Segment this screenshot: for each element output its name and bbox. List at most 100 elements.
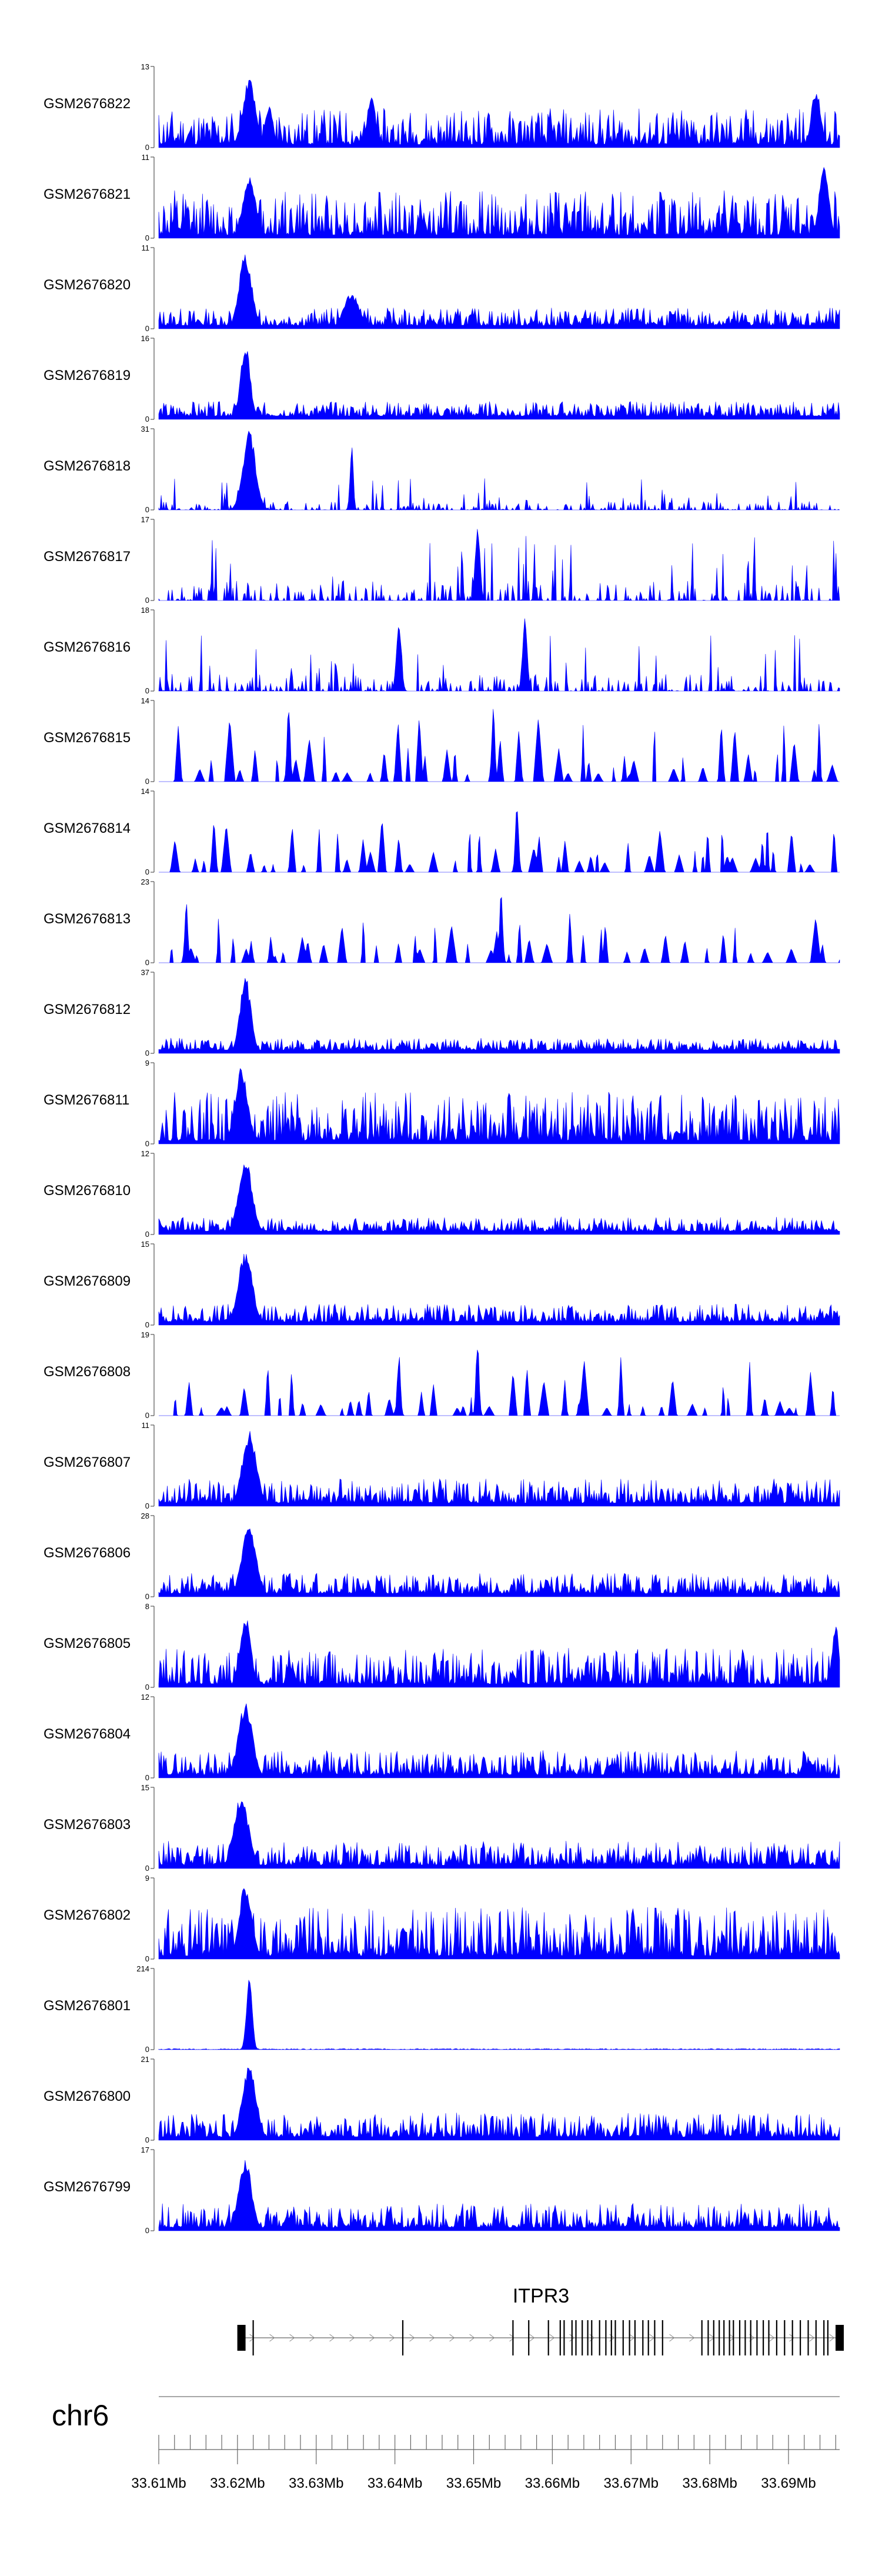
- exon: [547, 2320, 549, 2355]
- y-tick-label: 0: [145, 2226, 149, 2235]
- gene-track: ITPR3: [237, 2285, 844, 2355]
- y-tick-label: 0: [145, 596, 149, 605]
- coverage-tracks: GSM2676822130GSM2676821110GSM2676820110G…: [44, 62, 840, 2235]
- strand-arrow: [469, 2334, 475, 2342]
- coverage-track: GSM2676803 15 0: [44, 1783, 840, 1873]
- exon: [622, 2320, 624, 2355]
- track-name: GSM2676802: [44, 1907, 131, 1923]
- exon: [605, 2320, 607, 2355]
- exon: [402, 2320, 404, 2355]
- y-tick-label: 0: [145, 1954, 149, 1963]
- coverage-area: [158, 166, 840, 239]
- coverage-area: [158, 1620, 840, 1688]
- strand-arrow: [769, 2334, 775, 2342]
- x-tick-label: 33.68Mb: [682, 2475, 737, 2491]
- y-tick-label: 0: [145, 1230, 149, 1239]
- y-tick-label: 12: [141, 1149, 149, 1158]
- exon: [729, 2320, 730, 2355]
- coverage-track: GSM2676807 11 0: [44, 1421, 840, 1510]
- strand-arrow: [529, 2334, 535, 2342]
- exon: [571, 2320, 573, 2355]
- exon: [800, 2320, 801, 2355]
- exon: [768, 2320, 770, 2355]
- strand-arrow: [409, 2334, 415, 2342]
- y-tick-label: 0: [145, 777, 149, 786]
- y-tick-label: 0: [145, 505, 149, 514]
- y-tick-label: 11: [142, 153, 150, 162]
- track-name: GSM2676814: [44, 820, 131, 836]
- y-tick-label: 17: [141, 2145, 149, 2154]
- exon: [654, 2320, 656, 2355]
- coverage-track: GSM2676820 11 0: [44, 243, 840, 333]
- track-name: GSM2676799: [44, 2179, 131, 2195]
- x-tick-label: 33.69Mb: [761, 2475, 816, 2491]
- coverage-area: [158, 1068, 840, 1144]
- y-tick-label: 0: [145, 1592, 149, 1601]
- y-tick-label: 0: [145, 1411, 149, 1420]
- exon: [528, 2320, 530, 2355]
- strand-arrow: [729, 2334, 735, 2342]
- coverage-track: GSM2676802 9 0: [44, 1874, 840, 1963]
- exon: [512, 2320, 514, 2355]
- x-tick-label: 33.61Mb: [131, 2475, 186, 2491]
- coverage-area: [158, 1253, 840, 1326]
- strand-arrow: [569, 2334, 575, 2342]
- track-name: GSM2676821: [44, 186, 131, 202]
- coverage-area: [158, 79, 840, 148]
- track-name: GSM2676816: [44, 639, 131, 655]
- coverage-track: GSM2676809 15 0: [44, 1240, 840, 1329]
- exon: [756, 2320, 758, 2355]
- exon: [582, 2320, 583, 2355]
- exon: [707, 2320, 709, 2355]
- x-tick-label: 33.62Mb: [210, 2475, 265, 2491]
- y-tick-label: 0: [145, 1501, 149, 1510]
- y-tick-label: 19: [141, 1330, 149, 1339]
- exon: [763, 2320, 764, 2355]
- exon: [701, 2320, 703, 2355]
- y-tick-label: 37: [141, 968, 149, 977]
- track-name: GSM2676806: [44, 1545, 131, 1561]
- strand-arrow: [549, 2334, 555, 2342]
- y-tick-label: 0: [145, 233, 149, 242]
- exon: [723, 2320, 725, 2355]
- exon: [610, 2320, 612, 2355]
- y-tick-label: 11: [142, 1421, 150, 1430]
- track-name: GSM2676815: [44, 730, 131, 746]
- exon: [815, 2320, 817, 2355]
- track-name: GSM2676808: [44, 1364, 131, 1380]
- coverage-track: GSM2676806 28 0: [44, 1511, 840, 1601]
- track-name: GSM2676819: [44, 368, 131, 383]
- y-tick-label: 0: [145, 1683, 149, 1691]
- y-tick-label: 9: [145, 1059, 149, 1067]
- track-name: GSM2676818: [44, 458, 131, 474]
- track-name: GSM2676800: [44, 2088, 131, 2104]
- chromosome-label: chr6: [52, 2399, 109, 2432]
- strand-arrow: [629, 2334, 635, 2342]
- coverage-track: GSM2676811 9 0: [44, 1059, 840, 1148]
- y-tick-label: 0: [145, 867, 149, 876]
- coverage-area: [158, 254, 840, 329]
- exon: [733, 2320, 734, 2355]
- y-tick-label: 0: [145, 324, 149, 333]
- track-name: GSM2676807: [44, 1454, 131, 1470]
- coverage-area: [159, 811, 840, 873]
- coverage-track: GSM2676808 19 0: [44, 1330, 840, 1420]
- exon: [642, 2320, 644, 2355]
- y-tick-label: 13: [141, 62, 149, 71]
- y-tick-label: 31: [141, 425, 149, 433]
- strand-arrow: [249, 2334, 255, 2342]
- exon: [614, 2320, 616, 2355]
- y-tick-label: 0: [145, 143, 149, 152]
- track-name: GSM2676811: [44, 1092, 129, 1108]
- y-tick-label: 28: [141, 1511, 149, 1520]
- coverage-track: GSM2676799 17 0: [44, 2145, 840, 2235]
- coverage-area: [159, 1350, 840, 1416]
- coverage-area: [158, 1703, 840, 1778]
- coverage-area: [158, 431, 840, 511]
- track-name: GSM2676820: [44, 277, 131, 293]
- exon: [587, 2320, 589, 2355]
- coverage-area: [158, 618, 840, 692]
- coverage-area: [158, 1801, 840, 1869]
- track-name: GSM2676809: [44, 1273, 131, 1289]
